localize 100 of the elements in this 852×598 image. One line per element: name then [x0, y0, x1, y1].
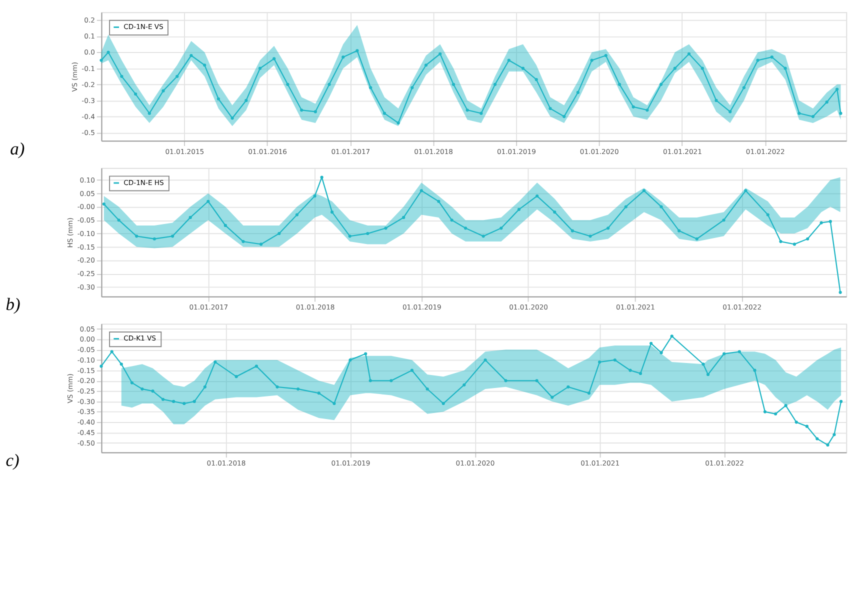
point: [566, 385, 570, 388]
point: [369, 86, 372, 90]
point: [632, 105, 635, 108]
point: [742, 86, 746, 90]
line-series: [100, 334, 843, 447]
point: [272, 57, 276, 60]
point: [562, 115, 566, 118]
point: [624, 205, 628, 208]
point: [230, 116, 234, 120]
point: [553, 210, 556, 214]
point: [811, 115, 815, 118]
point: [521, 66, 525, 70]
point: [120, 74, 124, 78]
point: [152, 237, 156, 240]
point: [500, 226, 503, 230]
point: [348, 234, 352, 238]
point: [753, 368, 756, 372]
point: [348, 358, 352, 362]
point: [214, 360, 217, 364]
point: [203, 64, 206, 67]
point: [738, 350, 741, 354]
point: [673, 66, 676, 70]
point: [384, 226, 388, 230]
point: [117, 218, 120, 222]
point: [120, 362, 123, 366]
point: [244, 98, 248, 102]
point: [192, 400, 196, 403]
point: [296, 387, 300, 391]
point: [188, 216, 192, 219]
point: [176, 74, 179, 78]
point: [728, 110, 732, 114]
point: [410, 86, 414, 90]
point: [588, 234, 592, 238]
point: [110, 350, 114, 354]
point: [700, 66, 704, 70]
point: [148, 112, 151, 115]
point: [839, 112, 842, 115]
point: [798, 112, 801, 115]
point: [396, 121, 400, 125]
point: [606, 226, 610, 230]
point: [646, 108, 649, 112]
point: [706, 372, 710, 376]
point: [102, 202, 106, 206]
point: [784, 404, 788, 408]
point: [382, 112, 386, 115]
point: [598, 360, 602, 364]
point: [570, 229, 574, 232]
point: [480, 112, 483, 115]
point: [642, 189, 646, 192]
point: [366, 232, 370, 236]
point: [317, 392, 320, 395]
point: [650, 342, 653, 345]
line-series: [100, 49, 842, 125]
point: [660, 351, 663, 354]
point: [135, 234, 138, 238]
point: [763, 410, 767, 414]
point: [816, 437, 819, 440]
point: [744, 189, 748, 192]
point: [826, 443, 830, 447]
point: [300, 108, 304, 112]
point: [792, 242, 796, 246]
point: [550, 396, 554, 399]
point: [784, 66, 787, 70]
point: [687, 52, 691, 56]
point: [438, 52, 442, 56]
point: [462, 383, 466, 386]
point: [182, 402, 186, 406]
point: [258, 66, 262, 70]
point: [420, 189, 423, 192]
point: [484, 358, 487, 362]
point: [328, 82, 331, 86]
point: [106, 50, 110, 54]
point: [100, 364, 103, 368]
point: [832, 433, 836, 436]
point: [151, 390, 154, 393]
point: [442, 402, 445, 406]
point: [548, 106, 552, 110]
point: [314, 110, 317, 114]
point: [604, 54, 608, 58]
point: [825, 100, 828, 104]
point: [820, 221, 823, 224]
point: [507, 58, 510, 62]
point: [320, 176, 324, 179]
point: [836, 88, 839, 91]
point: [678, 229, 681, 232]
point: [828, 220, 832, 223]
point: [534, 78, 538, 82]
point: [628, 368, 632, 372]
point: [342, 56, 345, 59]
point: [517, 208, 521, 211]
point: [482, 234, 485, 238]
point: [714, 98, 718, 102]
point: [390, 379, 393, 382]
point: [134, 92, 138, 96]
point: [722, 352, 726, 356]
point: [364, 352, 368, 356]
point: [171, 234, 174, 238]
point: [770, 56, 774, 59]
point: [295, 213, 299, 216]
point: [450, 218, 454, 222]
